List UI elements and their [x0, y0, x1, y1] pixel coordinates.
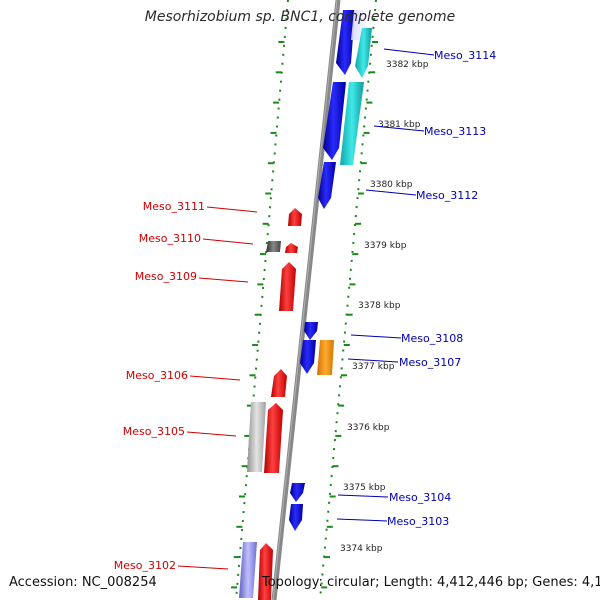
gene-arrow-meso3104-blue[interactable] [290, 483, 305, 502]
gene-label-meso3110[interactable]: Meso_3110 [139, 232, 201, 245]
forward-strand-features [289, 10, 372, 531]
gene-arrow-meso3105-red[interactable] [264, 403, 283, 473]
gene-bar-meso3113-cyan[interactable] [340, 82, 364, 165]
reverse-strand-features [239, 208, 302, 600]
kbp-label: 3378 kbp [358, 301, 401, 311]
gene-label-meso3107[interactable]: Meso_3107 [399, 356, 461, 369]
gene-label-meso3106[interactable]: Meso_3106 [126, 369, 188, 382]
gene-arrow-meso3113-blue[interactable] [323, 82, 346, 160]
gene-arrow-meso3109-red[interactable] [279, 262, 296, 311]
gene-label-meso3103[interactable]: Meso_3103 [387, 515, 449, 528]
kbp-scale-labels: 3382 kbp 3381 kbp 3380 kbp 3379 kbp 3378… [340, 60, 429, 554]
left-ruler [235, 0, 289, 600]
leader-meso3113 [373, 125, 425, 132]
leader-meso3112 [365, 189, 417, 196]
kbp-label: 3382 kbp [386, 60, 429, 70]
genome-title: Mesorhizobium sp. BNC1, complete genome [144, 9, 456, 25]
leader-meso3110 [202, 238, 254, 245]
kbp-label: 3376 kbp [347, 423, 390, 433]
leader-meso3105 [186, 431, 237, 437]
leader-meso3108 [350, 334, 402, 339]
gene-label-meso3109[interactable]: Meso_3109 [135, 270, 197, 283]
gene-label-meso3108[interactable]: Meso_3108 [401, 332, 463, 345]
leader-meso3111 [206, 206, 258, 213]
gene-label-meso3114[interactable]: Meso_3114 [434, 49, 496, 62]
left-ruler-ticks [231, 41, 285, 589]
leader-meso3103 [336, 518, 388, 522]
right-ruler-ticks [321, 41, 379, 589]
kbp-label: 3374 kbp [340, 544, 383, 554]
genome-backbone-highlight [272, 0, 338, 600]
kbp-label: 3377 kbp [352, 362, 395, 372]
topology-text: Topology: circular; Length: 4,412,446 bp… [262, 575, 600, 590]
gene-arrow-meso3112-blue[interactable] [318, 162, 336, 209]
gene-box-meso3102-lavender[interactable] [239, 542, 257, 598]
kbp-label: 3379 kbp [364, 241, 407, 251]
gene-arrow-meso3102-red[interactable] [258, 543, 273, 600]
gene-arrow-meso3106-red[interactable] [271, 369, 287, 397]
gene-arrow-meso3114-blue[interactable] [336, 10, 355, 75]
leader-meso3109 [198, 277, 249, 283]
kbp-label: 3381 kbp [378, 120, 421, 130]
gene-label-meso3104[interactable]: Meso_3104 [389, 491, 451, 504]
gene-arrow-meso3110-red[interactable] [285, 243, 298, 253]
leader-meso3104 [337, 494, 389, 498]
gene-arrow-meso3108-blue[interactable] [304, 322, 318, 340]
gene-label-meso3102[interactable]: Meso_3102 [114, 559, 176, 572]
gene-label-meso3105[interactable]: Meso_3105 [123, 425, 185, 438]
leader-meso3106 [189, 375, 241, 381]
gene-arrow-meso3103-blue[interactable] [289, 504, 303, 531]
gene-label-meso3111[interactable]: Meso_3111 [143, 200, 205, 213]
kbp-label: 3380 kbp [370, 180, 413, 190]
gene-box-meso3110-dark[interactable] [266, 241, 281, 252]
accession-text: Accession: NC_008254 [9, 575, 157, 590]
gene-label-meso3113[interactable]: Meso_3113 [424, 125, 486, 138]
gene-box-meso3107-orange[interactable] [317, 340, 334, 375]
gene-arrow-meso3107-blue[interactable] [300, 340, 316, 374]
gene-arrow-meso3111-red[interactable] [288, 208, 302, 226]
kbp-label: 3375 kbp [343, 483, 386, 493]
gene-arrow-meso3114-cyan[interactable] [355, 28, 372, 78]
genome-backbone [271, 0, 341, 600]
gene-label-meso3112[interactable]: Meso_3112 [416, 189, 478, 202]
leader-meso3114 [383, 48, 435, 56]
leader-meso3107 [347, 358, 399, 363]
label-leader-lines [177, 48, 435, 570]
leader-meso3102 [177, 565, 229, 570]
gene-labels: Meso_3114 Meso_3113 Meso_3112 Meso_3108 … [114, 49, 496, 572]
right-ruler [319, 0, 377, 600]
gene-box-meso3105-gray[interactable] [247, 402, 266, 472]
